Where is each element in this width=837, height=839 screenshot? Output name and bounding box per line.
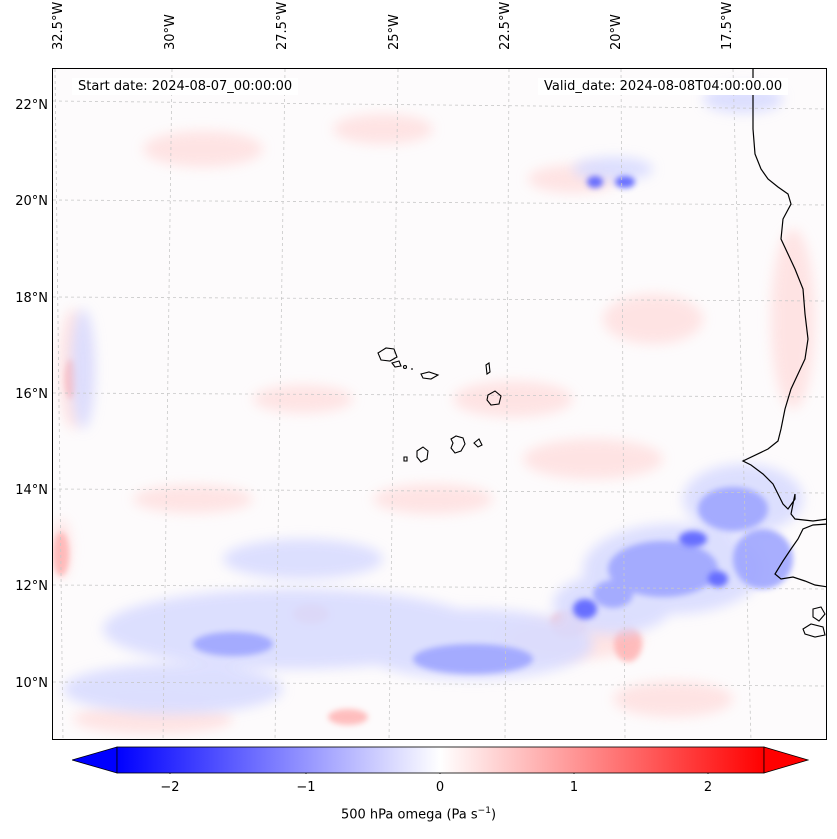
- cape-verde-islands: [377, 347, 502, 463]
- lon-label-27-5w: 27.5°W: [275, 1, 290, 50]
- lat-label-16n: 16°N: [15, 387, 48, 402]
- lon-label-25w: 25°W: [387, 14, 402, 50]
- coast-islands: [802, 606, 826, 638]
- graticule: [53, 69, 826, 739]
- positive-omega-field: [53, 114, 815, 734]
- colorbar-extend-low: [72, 746, 118, 774]
- negative-omega-field: [63, 85, 803, 714]
- lon-label-17-5w: 17.5°W: [720, 1, 735, 50]
- african-coastline: [741, 69, 826, 588]
- start-date-label: Start date: 2024-08-07_00:00:00: [72, 78, 299, 95]
- lat-label-22n: 22°N: [15, 98, 48, 113]
- omega-map: [52, 68, 827, 740]
- colorbar-label: 500 hPa omega (Pa s−1): [340, 806, 497, 823]
- lat-label-20n: 20°N: [15, 194, 48, 209]
- lat-label-18n: 18°N: [15, 291, 48, 306]
- lon-label-20w: 20°W: [609, 14, 624, 50]
- lat-label-10n: 10°N: [15, 676, 48, 691]
- lat-label-12n: 12°N: [15, 579, 48, 594]
- valid-date-label: Valid_date: 2024-08-08T04:00:00.00: [538, 78, 789, 95]
- lat-label-14n: 14°N: [15, 483, 48, 498]
- colorbar-tick: 1: [569, 780, 579, 795]
- colorbar-tick: −1: [296, 780, 316, 795]
- lon-label-30w: 30°W: [163, 14, 178, 50]
- lon-label-22-5w: 22.5°W: [498, 1, 513, 50]
- colorbar-tick: 0: [435, 780, 445, 795]
- colorbar-tick: 2: [703, 780, 713, 795]
- colorbar-extend-high: [763, 746, 809, 774]
- map-canvas: [53, 69, 826, 739]
- lon-label-32-5w: 32.5°W: [51, 1, 66, 50]
- colorbar-tick: −2: [160, 780, 180, 795]
- colorbar-gradient: [116, 746, 765, 774]
- colorbar: [72, 746, 809, 774]
